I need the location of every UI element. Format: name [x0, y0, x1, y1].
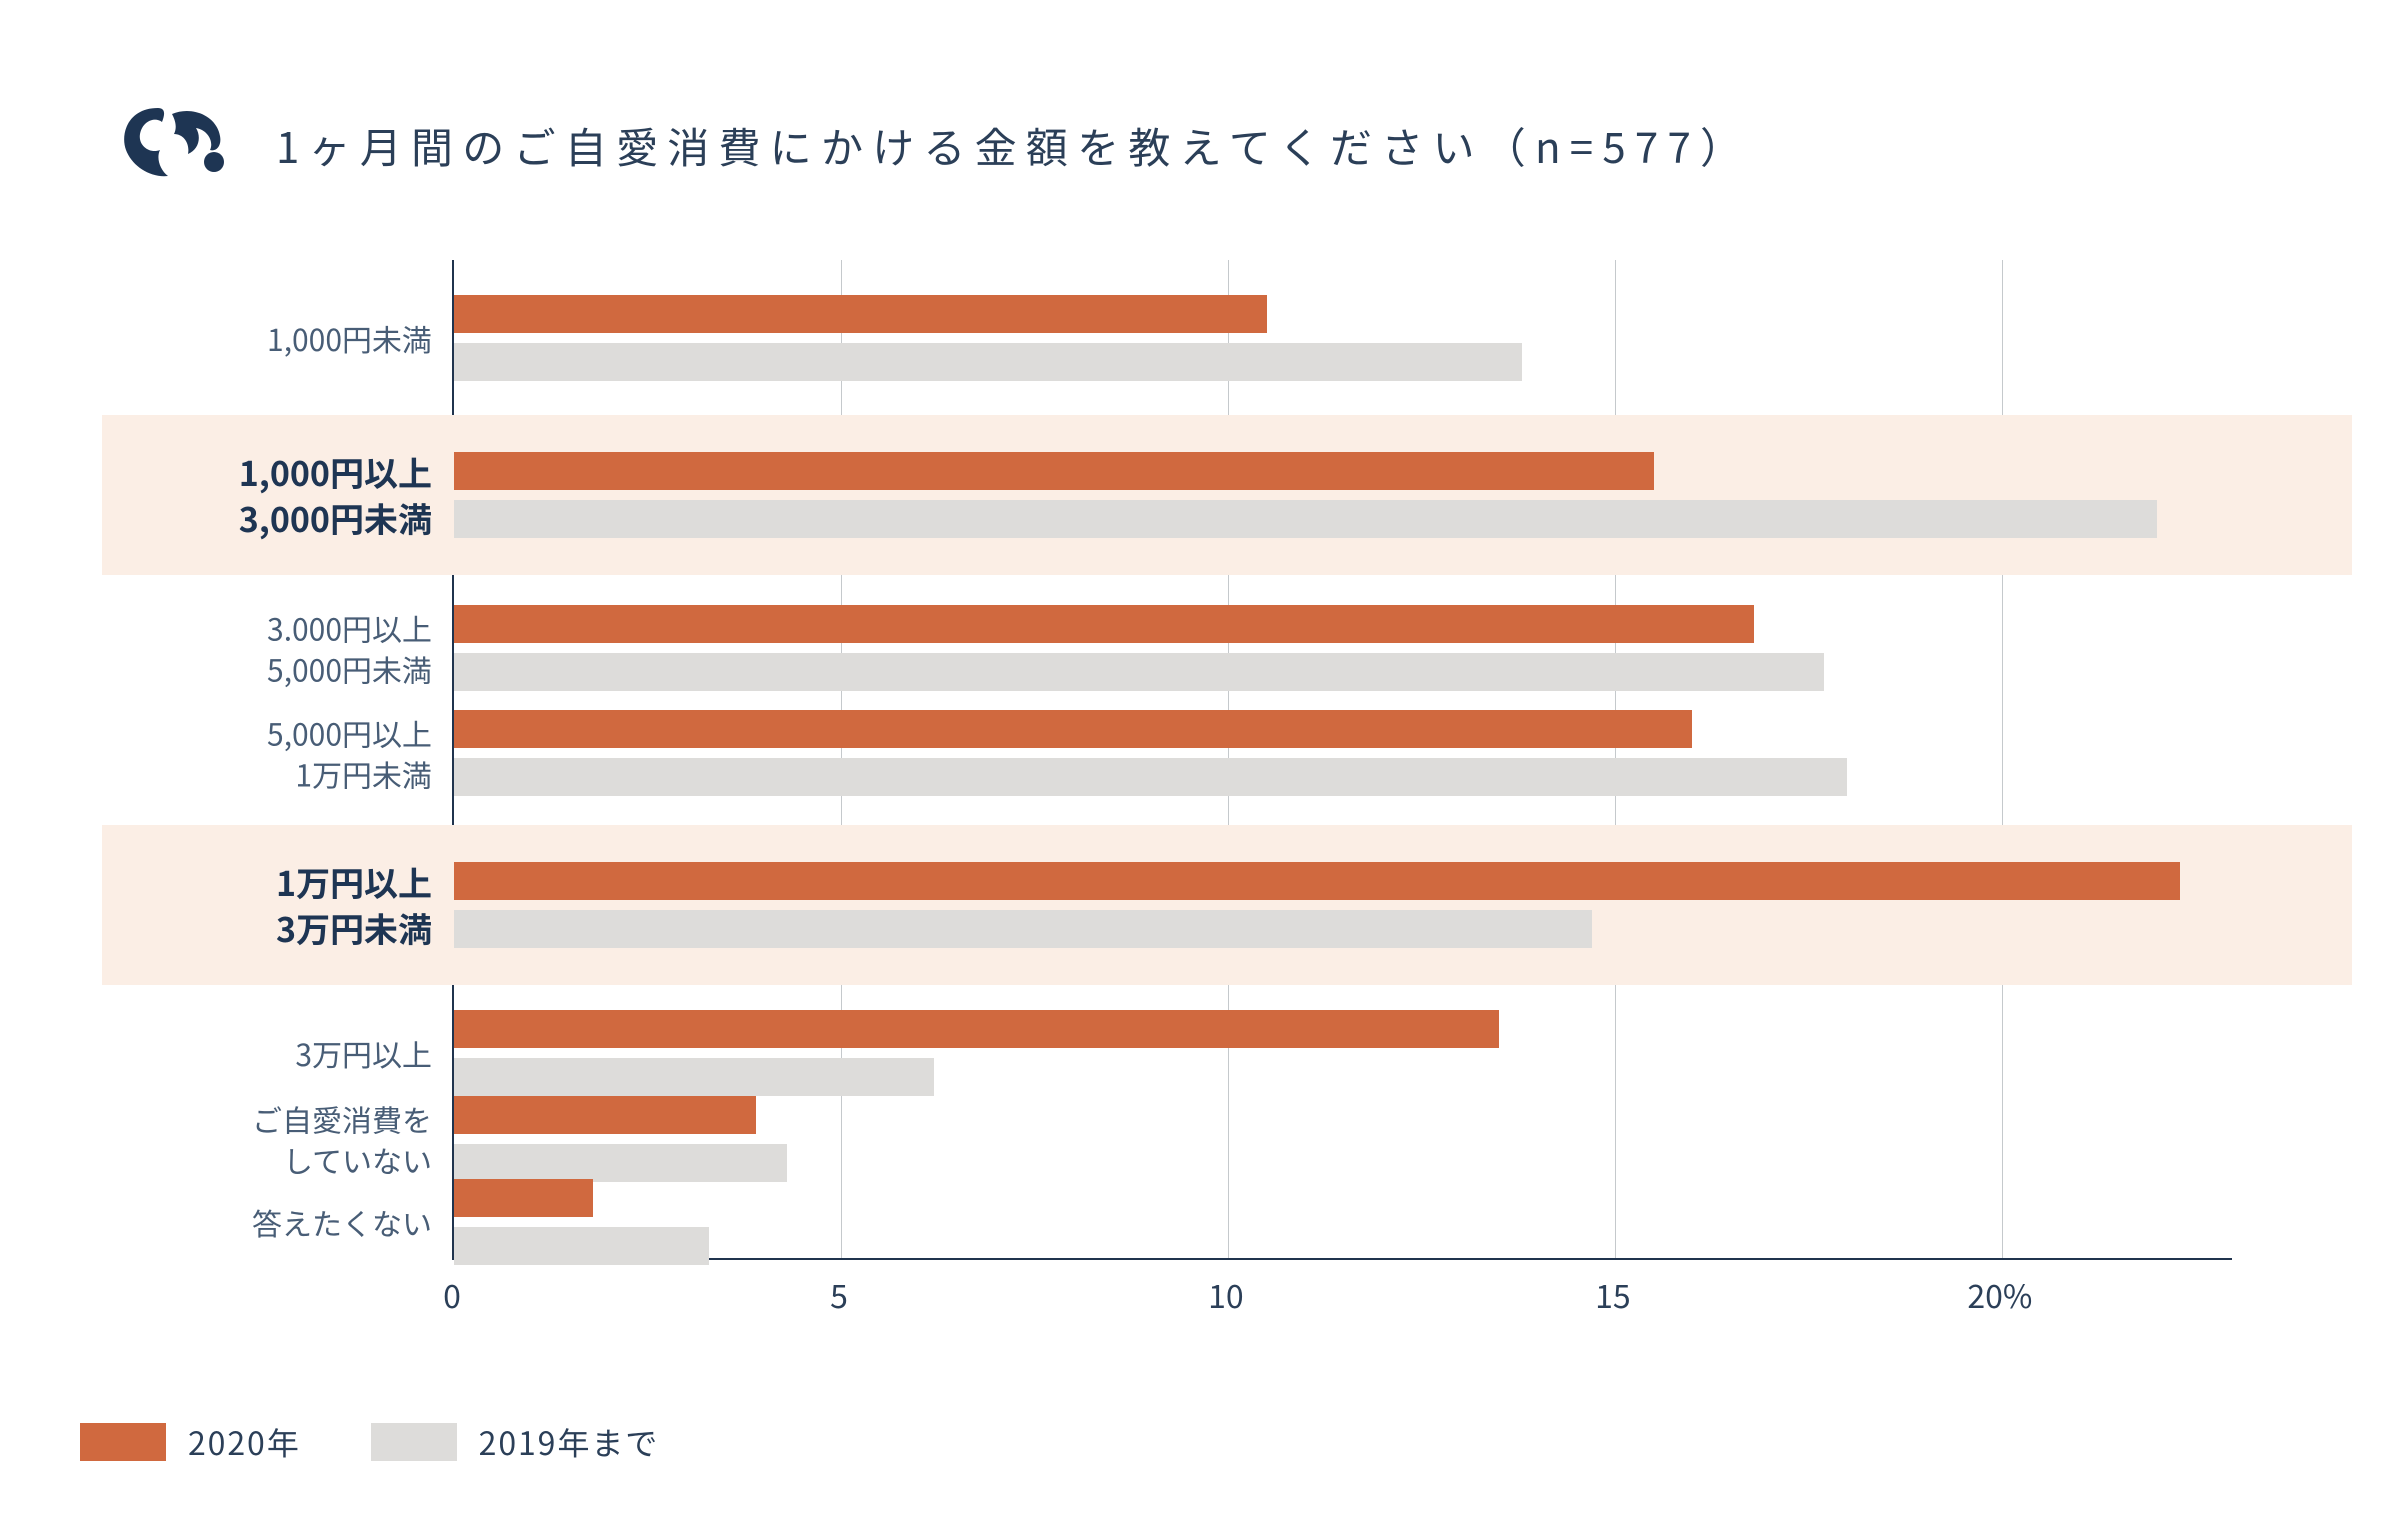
bar-y2019: [454, 1227, 709, 1265]
bar-y2019: [454, 1058, 934, 1096]
bar-y2020: [454, 862, 2180, 900]
category-label: 5,000円以上 1万円未満: [267, 713, 432, 794]
bar-chart: 0 5 10 15 20% 1,000円未満 1,000円以上 3,000円未満 3.000円…: [102, 260, 2292, 1320]
row-highlight: [102, 415, 2352, 575]
x-tick-label: 5: [830, 1272, 848, 1318]
category-label: 1万円以上 3万円未満: [276, 859, 432, 951]
bar-y2019: [454, 343, 1522, 381]
category-label: 1,000円以上 3,000円未満: [239, 449, 432, 541]
x-tick-label: 10: [1208, 1272, 1244, 1318]
chart-header: 1ヶ月間のご自愛消費にかける金額を教えてください（n=577）: [90, 100, 2313, 190]
category-label: 3.000円以上 5,000円未満: [267, 608, 432, 689]
category-row: 1,000円以上 3,000円未満: [102, 415, 2292, 575]
page: 1ヶ月間のご自愛消費にかける金額を教えてください（n=577） 0 5 10 15 20…: [0, 0, 2403, 1525]
category-label: ご自愛消費を していない: [252, 1099, 432, 1180]
bar-y2019: [454, 653, 1824, 691]
bar-y2020: [454, 295, 1267, 333]
bar-y2019: [454, 500, 2157, 538]
x-tick-label: 15: [1595, 1272, 1631, 1318]
category-row: 3.000円以上 5,000円未満: [102, 600, 2292, 696]
legend-item: 2020年: [80, 1419, 301, 1465]
bar-y2019: [454, 758, 1847, 796]
legend-swatch: [80, 1423, 166, 1461]
category-row: 3万円以上: [102, 1013, 2292, 1093]
row-highlight: [102, 825, 2352, 985]
category-row: 5,000円以上 1万円未満: [102, 705, 2292, 801]
bar-y2020: [454, 1096, 756, 1134]
category-row: 1,000円未満: [102, 290, 2292, 386]
bar-y2020: [454, 452, 1654, 490]
legend: 2020年 2019年まで: [80, 1419, 659, 1465]
legend-label: 2019年まで: [479, 1419, 659, 1465]
legend-label: 2020年: [188, 1419, 301, 1465]
bar-y2020: [454, 1010, 1499, 1048]
bar-y2019: [454, 1144, 787, 1182]
legend-swatch: [371, 1423, 457, 1461]
x-tick-label: 20%: [1967, 1272, 2032, 1318]
bar-y2020: [454, 1179, 593, 1217]
squirrel-logo-icon: [120, 100, 230, 190]
chart-title: 1ヶ月間のご自愛消費にかける金額を教えてください（n=577）: [276, 115, 1751, 176]
x-tick-label: 0: [443, 1272, 461, 1318]
category-row: 1万円以上 3万円未満: [102, 825, 2292, 985]
category-label: 1,000円未満: [267, 318, 432, 359]
legend-item: 2019年まで: [371, 1419, 659, 1465]
bar-y2019: [454, 910, 1592, 948]
bar-y2020: [454, 605, 1754, 643]
category-label: 答えたくない: [252, 1202, 432, 1243]
category-row: ご自愛消費を していない: [102, 1098, 2292, 1180]
category-row: 答えたくない: [102, 1184, 2292, 1260]
bar-y2020: [454, 710, 1692, 748]
category-label: 3万円以上: [295, 1033, 432, 1074]
